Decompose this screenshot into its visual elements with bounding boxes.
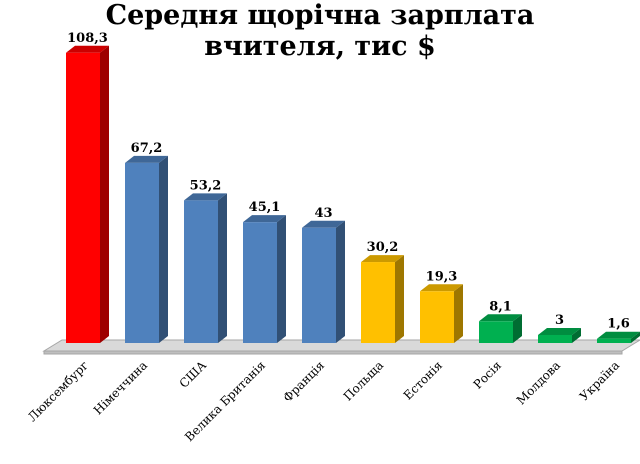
bar-front [420, 291, 454, 343]
bar-front [479, 321, 513, 343]
x-tick-label: Молдова [514, 358, 563, 407]
bar-side [100, 45, 109, 343]
bar [243, 215, 286, 343]
chart-title-line-1: Середня щорічна зарплата [105, 0, 535, 31]
bar-front [302, 227, 336, 343]
value-label: 67,2 [131, 141, 163, 156]
bar [538, 327, 581, 343]
x-tick-label: Польща [341, 358, 386, 403]
bars [66, 45, 640, 343]
bar-front [66, 52, 100, 343]
bar-front [184, 200, 218, 343]
value-label: 19,3 [426, 269, 458, 284]
bar-side [572, 327, 581, 343]
bar-side [336, 220, 345, 343]
bar [597, 331, 640, 343]
bar-top [479, 314, 522, 322]
value-label: 8,1 [489, 299, 512, 314]
bar-top [420, 284, 463, 292]
x-tick-label: Україна [577, 358, 622, 403]
bar-front [125, 162, 159, 343]
value-label: 1,6 [607, 317, 630, 332]
bar [184, 193, 227, 343]
bar [302, 220, 345, 343]
bar-front [597, 338, 631, 343]
bar-side [159, 155, 168, 343]
bar-front [361, 262, 395, 343]
bar-side [277, 215, 286, 343]
bar-top [538, 327, 581, 335]
bar-top [184, 193, 227, 201]
x-tick-label: Росія [471, 358, 505, 392]
bar-top [243, 215, 286, 223]
bar-side [631, 331, 640, 343]
bar [361, 255, 404, 343]
chart-title-line-2: вчителя, тис $ [204, 31, 436, 62]
bar-side [395, 255, 404, 343]
bar [420, 284, 463, 343]
value-label: 43 [314, 206, 332, 221]
bar [479, 314, 522, 343]
bar-top [66, 45, 109, 53]
value-label: 3 [555, 313, 564, 328]
bar-side [454, 284, 463, 343]
value-label: 108,3 [67, 31, 108, 46]
bar-front [243, 222, 277, 343]
bar-side [513, 314, 522, 343]
bar-top [125, 155, 168, 163]
bar-top [597, 331, 640, 339]
bar [125, 155, 168, 343]
bar-side [218, 193, 227, 343]
x-tick-label: США [177, 358, 210, 391]
value-label: 30,2 [367, 240, 399, 255]
bar-front [538, 334, 572, 343]
chart-title: Середня щорічна зарплата вчителя, тис $ [0, 0, 640, 62]
x-tick-label: Франція [281, 358, 328, 405]
x-tick-label: Естонія [401, 358, 445, 402]
bar-top [361, 255, 404, 263]
chart-floor-edge [43, 350, 623, 355]
bar [66, 45, 109, 343]
bar-top [302, 220, 345, 228]
x-tick-label: Німеччина [91, 358, 150, 417]
value-label: 45,1 [249, 200, 281, 215]
value-label: 53,2 [190, 178, 222, 193]
value-labels: 108,3 67,2 53,2 45,1 43 30,2 19,3 8,1 3 1,6 [67, 31, 630, 332]
x-tick-label: Люксембург [25, 358, 91, 424]
